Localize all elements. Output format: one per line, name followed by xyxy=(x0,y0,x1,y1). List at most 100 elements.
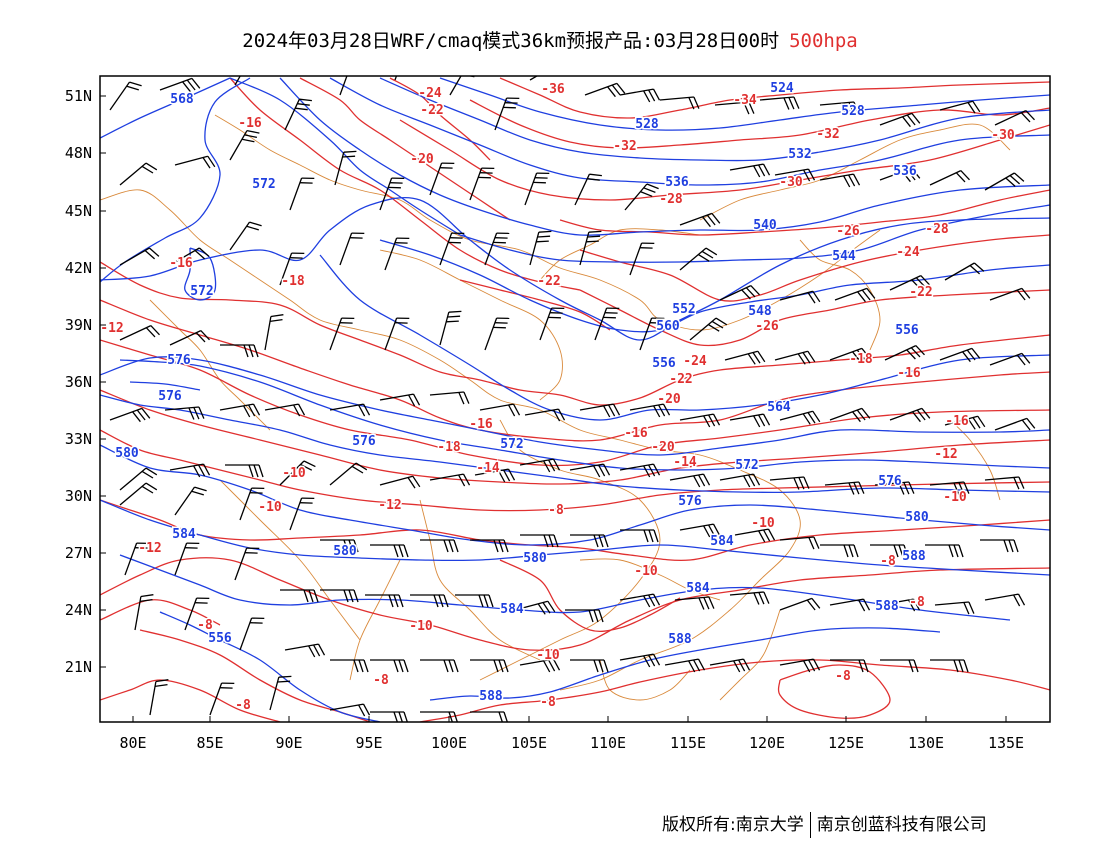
height-label: 588 xyxy=(875,599,899,614)
height-label: 584 xyxy=(172,527,196,542)
wind-barb xyxy=(734,528,776,543)
lat-tick-label: 21N xyxy=(65,658,92,676)
wind-barb xyxy=(439,310,462,346)
temperature-contour-line xyxy=(419,659,1050,722)
wind-barb xyxy=(329,317,355,351)
temperature-label: -10 xyxy=(258,500,282,515)
height-contour-line xyxy=(319,254,1050,421)
wind-barb xyxy=(455,594,494,608)
boundary-line xyxy=(214,114,881,331)
height-label: 540 xyxy=(753,218,777,233)
height-contour-line xyxy=(429,627,941,701)
height-label: 528 xyxy=(635,117,659,132)
wind-barb xyxy=(119,325,160,341)
temperature-contour-line xyxy=(100,429,1050,512)
wind-barb xyxy=(334,150,357,186)
wind-barb xyxy=(279,252,305,286)
wind-barb xyxy=(439,232,465,266)
wind-barb xyxy=(664,658,706,673)
boundary-line xyxy=(539,228,701,281)
temperature-contour-line xyxy=(777,664,891,719)
wind-barb xyxy=(539,307,565,341)
wind-barb xyxy=(470,659,509,673)
temperature-contour-line xyxy=(229,77,581,291)
height-label: 588 xyxy=(668,632,692,647)
temperature-label: -24 xyxy=(418,86,442,101)
lon-tick-label: 110E xyxy=(590,734,626,752)
wind-barb xyxy=(779,658,821,673)
height-label: 572 xyxy=(735,458,758,473)
wind-barb xyxy=(225,464,264,478)
chart-title: 2024年03月28日WRF/cmaq模式36km预报产品:03月28日00时 5… xyxy=(0,26,1100,53)
boundary-line xyxy=(100,189,801,691)
wind-barb xyxy=(874,481,915,495)
wind-barb xyxy=(879,598,921,612)
wind-barb xyxy=(779,290,821,304)
temperature-label: -10 xyxy=(536,648,560,663)
wind-barb xyxy=(494,97,520,131)
wind-barb xyxy=(159,77,201,93)
lon-tick-label: 85E xyxy=(196,734,223,752)
lat-tick-label: 39N xyxy=(65,316,92,334)
wind-barb xyxy=(164,406,205,420)
temperature-contour-line xyxy=(100,261,1050,406)
wind-barb xyxy=(594,307,620,341)
wind-barb xyxy=(174,155,216,169)
wind-barb xyxy=(619,463,661,478)
wind-barb xyxy=(524,408,566,422)
lat-tick-label: 42N xyxy=(65,259,92,277)
height-label: 564 xyxy=(767,400,791,415)
wind-barb xyxy=(339,232,365,266)
wind-barb xyxy=(514,600,556,615)
wind-barb xyxy=(719,285,760,301)
wind-barb xyxy=(584,82,626,98)
wind-barb xyxy=(119,162,158,186)
copyright-left: 版权所有:南京大学 xyxy=(662,815,804,835)
lon-tick-label: 125E xyxy=(828,734,864,752)
lon-tick-label: 100E xyxy=(431,734,467,752)
temperature-label: -12 xyxy=(934,447,957,462)
boundary-line xyxy=(599,659,691,701)
wind-barb xyxy=(639,317,665,351)
height-contour-line xyxy=(100,196,1050,341)
height-label: 588 xyxy=(479,689,503,704)
wind-barb xyxy=(669,473,711,488)
wind-barb xyxy=(519,658,561,673)
height-label: 556 xyxy=(895,323,919,338)
temperature-label: -18 xyxy=(849,352,873,367)
temperature-contour-line xyxy=(100,299,1050,442)
wind-barb xyxy=(944,262,985,281)
boundary-line xyxy=(379,249,563,401)
temperature-label: -22 xyxy=(669,372,692,387)
wind-barb xyxy=(119,467,158,491)
temperature-contour-line xyxy=(579,234,1050,302)
height-label: 528 xyxy=(841,104,865,119)
wind-barb xyxy=(264,403,306,417)
wind-barb xyxy=(134,594,154,631)
wind-barb xyxy=(829,407,871,423)
temperature-label: -12 xyxy=(138,541,161,556)
wind-barb xyxy=(519,458,561,473)
lon-tick-label: 115E xyxy=(670,734,706,752)
copyright-right: 南京创蓝科技有限公司 xyxy=(816,815,987,835)
wind-barb xyxy=(474,468,516,483)
wind-barb xyxy=(779,597,821,611)
wind-barb xyxy=(370,544,409,558)
temperature-label: -10 xyxy=(634,564,658,579)
height-label: 580 xyxy=(115,446,139,461)
wind-barb xyxy=(109,81,142,111)
wind-barb xyxy=(119,247,160,266)
wind-barb xyxy=(209,682,235,716)
wind-barb xyxy=(984,593,1026,607)
temperature-label: -34 xyxy=(733,93,757,108)
wind-barb xyxy=(479,403,521,417)
wind-barb xyxy=(729,163,771,178)
wind-barb xyxy=(469,167,495,201)
boundary-line xyxy=(699,123,1011,221)
title-level: 500hpa xyxy=(789,30,858,52)
height-contour-line xyxy=(439,77,1050,131)
wind-barb xyxy=(470,539,509,553)
wind-barb xyxy=(824,481,865,495)
wind-barb xyxy=(984,476,1025,490)
wind-barb xyxy=(624,183,659,211)
